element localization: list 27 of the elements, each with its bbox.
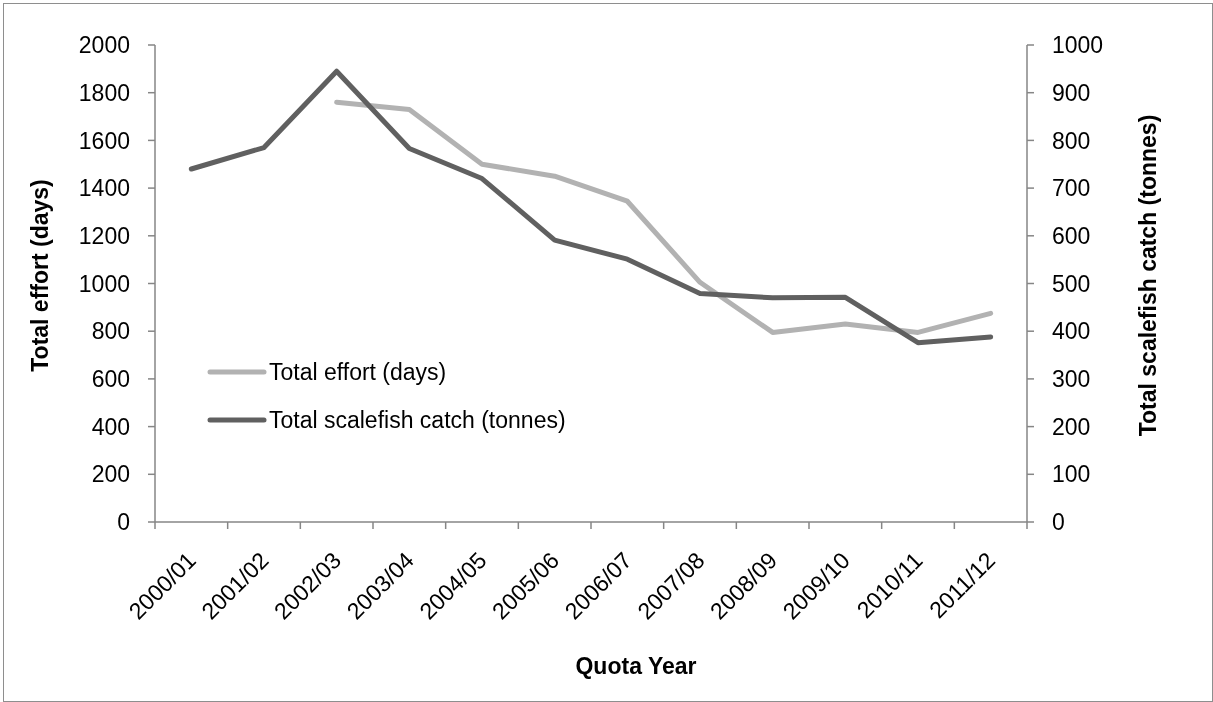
y-tick-label: 1200 (78, 222, 130, 249)
y2-tick-label: 500 (1052, 270, 1091, 297)
y-tick-label: 200 (91, 461, 130, 488)
y2-tick-label: 600 (1052, 222, 1091, 249)
y2-tick-label: 1000 (1052, 32, 1104, 59)
y2-axis-title: Total scalefish catch (tonnes) (1135, 114, 1161, 437)
x-axis-title: Quota Year (575, 653, 697, 679)
y-tick-label: 1600 (78, 127, 130, 154)
legend-label: Total scalefish catch (tonnes) (269, 406, 566, 434)
y-tick-label: 1000 (78, 270, 130, 297)
y2-tick-label: 0 (1052, 509, 1065, 536)
y-axis-title: Total effort (days) (27, 179, 53, 372)
y-tick-label: 1400 (78, 175, 130, 202)
y-tick-label: 800 (91, 318, 130, 345)
y2-tick-label: 100 (1052, 461, 1091, 488)
y2-tick-label: 800 (1052, 127, 1091, 154)
y-tick-label: 0 (117, 509, 130, 536)
y-tick-label: 1800 (78, 79, 130, 106)
y-tick-label: 600 (91, 366, 130, 393)
y2-tick-label: 200 (1052, 413, 1091, 440)
y2-tick-label: 400 (1052, 318, 1091, 345)
y2-tick-label: 300 (1052, 366, 1091, 393)
y2-tick-label: 900 (1052, 79, 1091, 106)
legend-label: Total effort (days) (269, 358, 447, 386)
y-tick-label: 2000 (78, 32, 130, 59)
y-tick-label: 400 (91, 413, 130, 440)
y2-tick-label: 700 (1052, 175, 1091, 202)
